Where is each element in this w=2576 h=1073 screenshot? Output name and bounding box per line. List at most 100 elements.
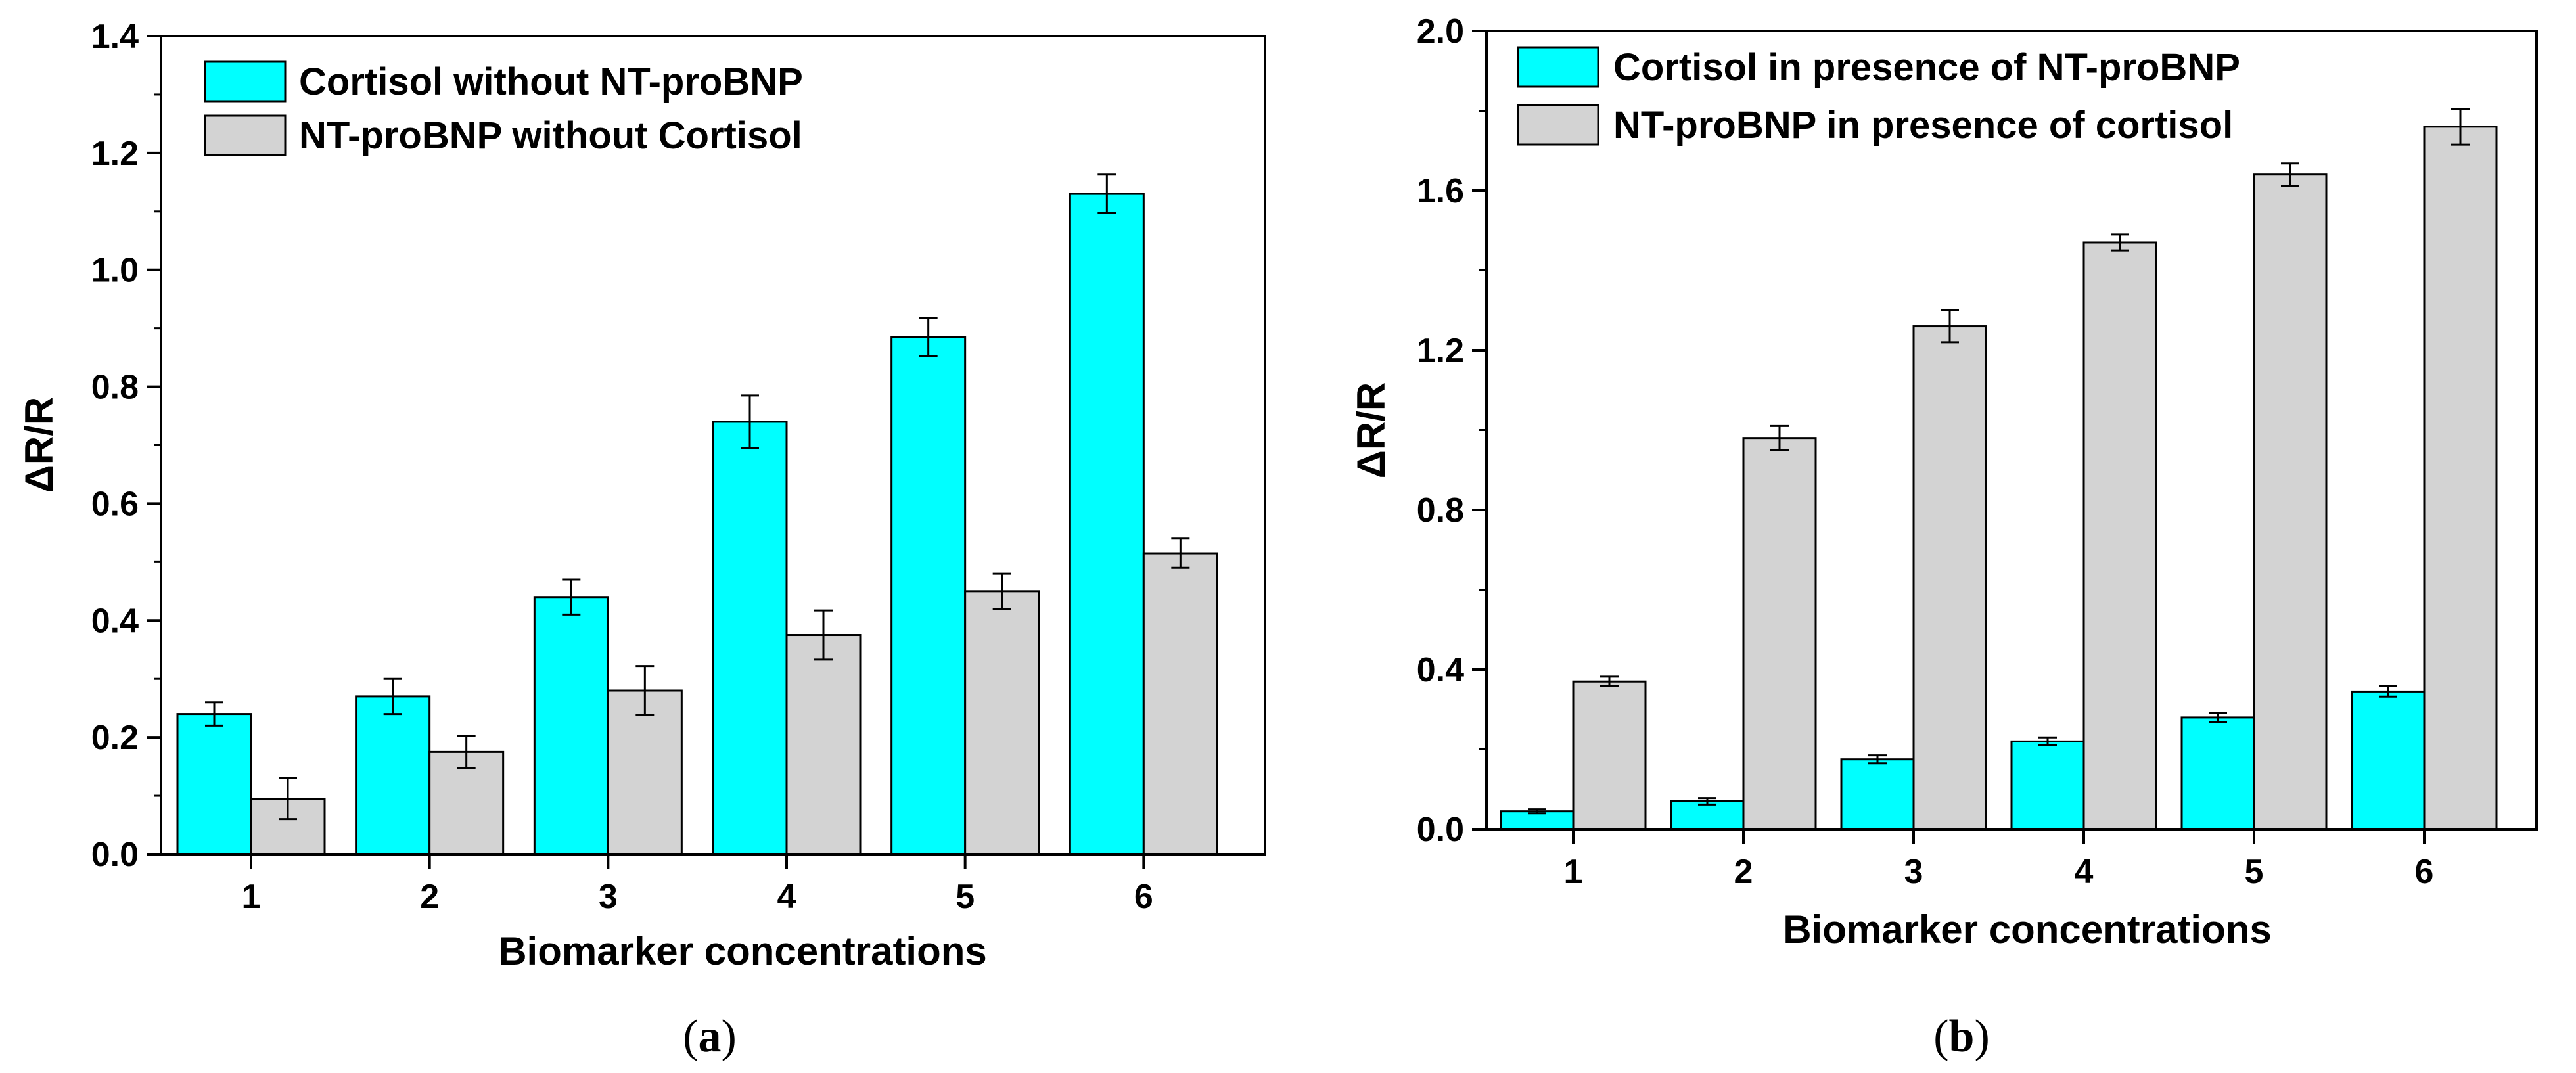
panel-b-x-tick-label-4: 4 [2075,853,2094,891]
panel-b-y-tick-label-5: 2.0 [1417,12,1464,51]
panel-b-bar-s1-c2 [1670,800,1745,831]
panel-a-y-tick-label-0: 0.0 [91,836,139,874]
panel-b-bar-s1-c5 [2180,716,2255,831]
panel-b-y-axis-title: ΔR/R [1349,382,1393,478]
panel-a-y-ticks: 0.0 0.2 0.4 0.6 0.8 1.0 1.2 1.4 [91,18,161,874]
panel-a-x-ticks: 1 2 3 4 5 6 [242,854,1153,916]
panel-a-bar-s2-c4 [785,634,862,856]
chart-panel-b: 0.0 0.4 0.8 1.2 1.6 2.0 1 2 3 4 5 6 ΔR/R Biomarker… [1349,12,2538,1062]
panel-a-y-tick-label-7: 1.4 [91,18,139,56]
panel-a-legend-label-1: Cortisol without NT-proBNP [299,60,803,103]
panel-b-error-bar-s2-c5 [2281,162,2299,187]
panel-a-bar-s1-c3 [533,596,609,856]
panel-b-bar-s1-c1 [1500,810,1575,831]
panel-b-legend-swatch-2 [1517,104,1599,146]
panel-a-legend-swatch-2 [204,114,287,156]
panel-b-bar-s1-c6 [2351,690,2426,831]
panel-b-error-bar-s1-c3 [1868,754,1887,765]
panel-a-x-tick-label-4: 4 [777,878,796,916]
panel-b-y-ticks: 0.0 0.4 0.8 1.2 1.6 2.0 [1417,12,1486,849]
panel-a-error-bar-s2-c4 [814,609,833,661]
panel-b-error-bars [1528,107,2470,815]
panel-a-error-bar-s1-c6 [1097,173,1116,214]
panel-a-caption-letter: a [699,1011,722,1062]
panel-a-y-tick-label-3: 0.6 [91,485,139,523]
panel-a-x-axis-title: Biomarker concentrations [498,929,987,973]
panel-b-error-bar-s2-c2 [1770,424,1789,451]
panel-a-error-bar-s1-c4 [741,394,759,449]
panel-b-bars [1500,126,2498,831]
panel-b-legend-swatch-1 [1517,46,1599,88]
panel-a-error-bars [205,173,1190,821]
panel-a-error-bar-s2-c1 [279,777,297,821]
panel-a-y-tick-label-1: 0.2 [91,719,139,757]
panel-b-y-tick-label-1: 0.4 [1417,651,1464,689]
panel-a-bar-s1-c1 [176,713,252,856]
panel-a-y-tick-label-6: 1.2 [91,135,139,173]
panel-b-bar-s1-c3 [1840,758,1915,831]
panel-a-y-axis-title: ΔR/R [17,397,61,493]
panel-b-error-bar-s1-c5 [2209,712,2227,723]
panel-a-bars [176,193,1218,856]
panel-b-bar-s2-c1 [1572,680,1647,831]
panel-a-bar-s1-c2 [355,695,431,856]
panel-b-error-bar-s2-c6 [2451,107,2470,146]
panel-b-y-tick-label-0: 0.0 [1417,811,1464,849]
panel-a-caption: (a) [683,1011,737,1062]
panel-a-legend: Cortisol without NT-proBNP NT-proBNP wit… [204,60,803,157]
panel-b-caption: (b) [1933,1011,1990,1062]
panel-b-x-tick-label-3: 3 [1904,853,1923,891]
panel-b-y-tick-label-4: 1.6 [1417,172,1464,210]
panel-b-caption-letter: b [1949,1011,1975,1062]
panel-b-x-tick-label-6: 6 [2415,853,2434,891]
panel-a-error-bar-s1-c1 [205,701,223,727]
panel-a-x-tick-label-1: 1 [242,878,261,916]
panel-a-x-tick-label-6: 6 [1134,878,1153,916]
panel-a-error-bar-s1-c2 [383,677,402,716]
panel-b-legend: Cortisol in presence of NT-proBNP NT-pro… [1517,46,2240,147]
panel-a-error-bar-s2-c5 [992,572,1011,610]
panel-a-error-bar-s1-c5 [919,317,938,357]
panel-a-bar-s1-c4 [712,421,788,856]
panel-b-y-tick-label-3: 1.2 [1417,332,1464,370]
panel-a-legend-label-2: NT-proBNP without Cortisol [299,114,802,157]
panel-a-x-tick-label-3: 3 [599,878,618,916]
panel-a-x-tick-label-2: 2 [420,878,439,916]
panel-b-y-tick-label-2: 0.8 [1417,491,1464,530]
panel-b-x-ticks: 1 2 3 4 5 6 [1564,829,2434,891]
panel-b-bar-s2-c6 [2423,126,2498,831]
panel-b-error-bar-s2-c4 [2111,233,2129,252]
panel-a-error-bar-s2-c6 [1171,537,1190,569]
panel-b-error-bar-s1-c4 [2038,736,2057,746]
panel-b-bar-s1-c4 [2010,740,2085,831]
panel-b-x-tick-label-2: 2 [1734,853,1753,891]
panel-a-error-bar-s1-c3 [562,578,581,616]
panel-b-error-bar-s1-c6 [2379,685,2397,698]
panel-b-error-bar-s2-c3 [1941,309,1959,344]
panel-a-legend-swatch-1 [204,60,287,103]
panel-b-error-bar-s1-c1 [1528,808,1546,815]
panel-b-legend-label-2: NT-proBNP in presence of cortisol [1613,104,2233,147]
panel-a-x-tick-label-5: 5 [955,878,975,916]
panel-b-bar-s2-c4 [2082,241,2157,831]
panel-b-x-tick-label-5: 5 [2245,853,2264,891]
panel-b-bar-s2-c5 [2253,173,2328,831]
panel-a-error-bar-s2-c2 [457,734,476,769]
panel-b-error-bar-s1-c2 [1698,797,1716,806]
panel-a-bar-s1-c6 [1069,193,1145,856]
panel-b-error-bar-s2-c1 [1600,675,1619,688]
panel-b-x-tick-label-1: 1 [1564,853,1583,891]
panel-b-x-axis-title: Biomarker concentrations [1783,907,2272,951]
panel-a-bar-s2-c6 [1142,552,1218,856]
panel-a-bar-s2-c5 [964,590,1040,856]
panel-a-y-tick-label-2: 0.4 [91,602,139,640]
panel-a-bar-s1-c5 [890,336,967,856]
panel-b-bar-s2-c2 [1742,437,1817,831]
panel-b-bar-s2-c3 [1912,325,1987,831]
chart-panel-a: 0.0 0.2 0.4 0.6 0.8 1.0 1.2 1.4 1 2 3 4 5 6 ΔR/R Bio… [17,18,1266,1062]
panel-b-legend-label-1: Cortisol in presence of NT-proBNP [1613,46,2240,89]
panel-a-y-tick-label-5: 1.0 [91,252,139,290]
panel-a-y-tick-label-4: 0.8 [91,369,139,407]
panel-a-error-bar-s2-c3 [635,665,655,716]
